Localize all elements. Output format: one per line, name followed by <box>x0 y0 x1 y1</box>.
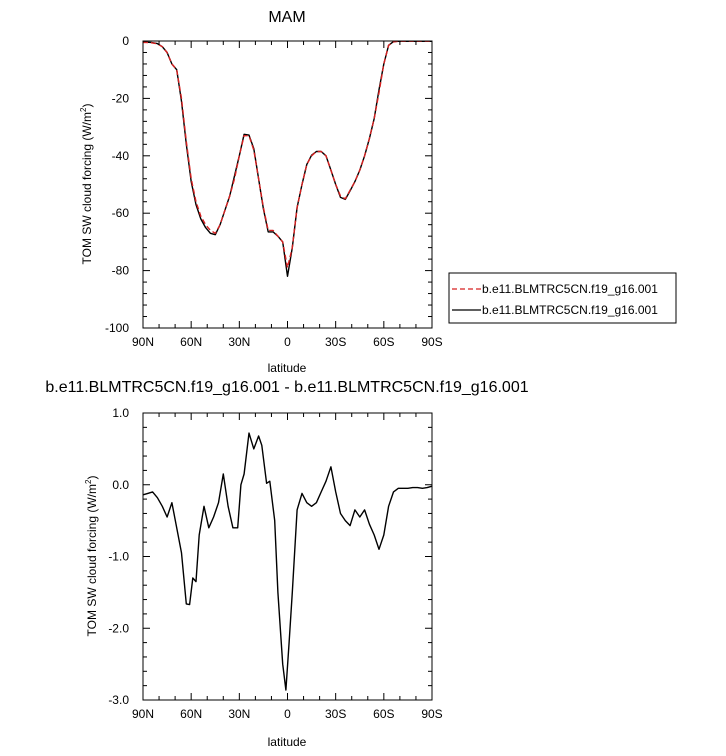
y-tick-label: -40 <box>112 149 130 163</box>
y-tick-label: -1.0 <box>108 550 129 564</box>
top-chart: MAM 90N 60N 30N 0 30S 60S 90S 0 -20 -40 -60 -80 -100… <box>79 9 677 375</box>
legend-entry-1: b.e11.BLMTRC5CN.f19_g16.001 <box>482 282 658 296</box>
legend-box <box>448 272 677 324</box>
legend: b.e11.BLMTRC5CN.f19_g16.001 b.e11.BLMTRC… <box>448 272 677 324</box>
x-tick-label: 60S <box>373 707 394 721</box>
bottom-chart-title: b.e11.BLMTRC5CN.f19_g16.001 - b.e11.BLMT… <box>45 379 528 396</box>
y-tick-label: -3.0 <box>108 693 129 707</box>
x-tick-label: 90S <box>421 335 442 349</box>
bottom-chart: b.e11.BLMTRC5CN.f19_g16.001 - b.e11.BLMT… <box>45 379 528 749</box>
x-tick-label: 60N <box>180 335 202 349</box>
x-tick-label: 60S <box>373 335 394 349</box>
series-line-1 <box>142 40 432 269</box>
y-tick-label: -100 <box>105 321 129 335</box>
x-tick-label: 0 <box>284 335 291 349</box>
x-tick-label: 90S <box>421 707 442 721</box>
top-plot-frame <box>142 40 433 329</box>
top-chart-title: MAM <box>268 9 305 26</box>
x-tick-label: 0 <box>284 707 291 721</box>
x-tick-label: 30S <box>325 707 346 721</box>
x-tick-label: 30S <box>325 335 346 349</box>
top-x-axis-label: latitude <box>268 361 307 375</box>
y-tick-label: -60 <box>112 206 130 220</box>
x-tick-label: 90N <box>132 335 154 349</box>
y-tick-label: -2.0 <box>108 621 129 635</box>
x-tick-label: 90N <box>132 707 154 721</box>
bottom-y-axis-label: TOM SW cloud forcing (W/m2) <box>84 476 99 637</box>
x-tick-label: 30N <box>228 707 250 721</box>
x-tick-label: 30N <box>228 335 250 349</box>
y-tick-label: -20 <box>112 91 130 105</box>
legend-entry-2: b.e11.BLMTRC5CN.f19_g16.001 <box>482 303 658 317</box>
y-tick-label: 0.0 <box>112 478 129 492</box>
top-y-axis-label: TOM SW cloud forcing (W/m2) <box>79 104 94 265</box>
bottom-x-axis-label: latitude <box>268 735 307 749</box>
y-tick-label: 0 <box>122 34 129 48</box>
x-tick-label: 60N <box>180 707 202 721</box>
y-tick-label: 1.0 <box>112 406 129 420</box>
series-line-1 <box>142 432 433 691</box>
y-tick-label: -80 <box>112 264 130 278</box>
series-line-2 <box>142 40 432 277</box>
